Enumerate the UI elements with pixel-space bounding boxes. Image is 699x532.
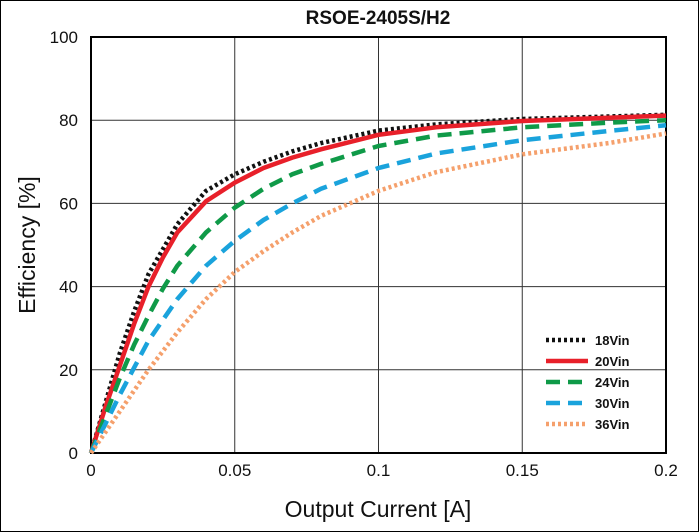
x-axis-label: Output Current [A] [285, 496, 472, 522]
x-tick-label: 0 [86, 461, 95, 480]
x-tick-label: 0.1 [367, 461, 391, 480]
y-tick-label: 60 [59, 194, 78, 213]
series-line-36vin [89, 131, 667, 455]
legend: 18Vin 20Vin 24Vin 30Vin 36Vin [546, 333, 630, 432]
grid [90, 36, 667, 454]
x-tick-label: 0.05 [218, 461, 251, 480]
legend-label: 36Vin [595, 417, 630, 432]
series-line-20vin [88, 113, 667, 454]
series-line-30vin [88, 122, 667, 454]
y-tick-label: 80 [59, 111, 78, 130]
y-tick-label: 0 [69, 444, 78, 463]
x-tick-label: 0.2 [654, 461, 678, 480]
legend-label: 30Vin [595, 396, 630, 411]
legend-label: 18Vin [595, 333, 630, 348]
chart-title: RSOE-2405S/H2 [306, 8, 451, 29]
y-tick-label: 40 [59, 278, 78, 297]
series-lines [88, 112, 667, 455]
x-tick-label: 0.15 [506, 461, 539, 480]
series-line-18vin [88, 112, 667, 454]
y-axis-label: Efficiency [%] [14, 176, 40, 314]
legend-label: 24Vin [595, 375, 630, 390]
y-tick-label: 100 [50, 28, 78, 47]
y-tick-label: 20 [59, 361, 78, 380]
legend-label: 20Vin [595, 354, 630, 369]
tick-labels: 0 0.05 0.1 0.15 0.2 0 20 40 60 80 100 [50, 28, 678, 480]
series-line-24vin [88, 117, 667, 454]
plot-area-border [90, 36, 667, 454]
